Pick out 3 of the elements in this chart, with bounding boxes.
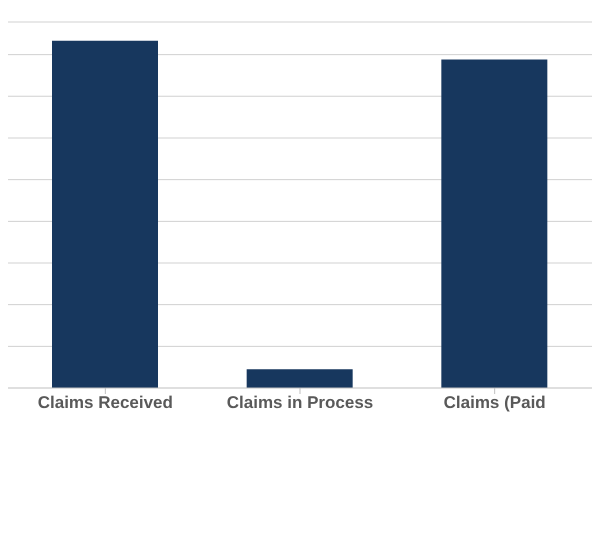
x-tick-label: Claims Received <box>38 393 173 412</box>
x-tick-label: Claims (Paid <box>444 393 546 412</box>
x-tick-label: Claims in Process <box>226 393 374 412</box>
